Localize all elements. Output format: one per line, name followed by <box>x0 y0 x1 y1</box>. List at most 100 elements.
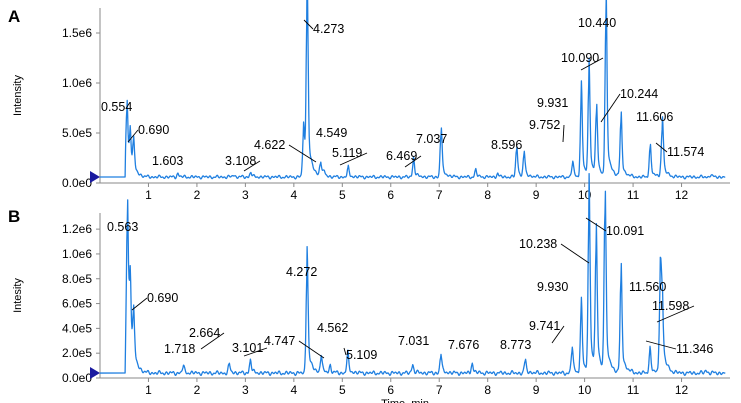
peak-label: 11.606 <box>636 110 673 124</box>
peak-leader-line <box>298 340 325 359</box>
x-tick-label: 11 <box>627 383 640 397</box>
x-tick-label: 5 <box>339 383 346 397</box>
y-tick-label: 2.0e5 <box>62 346 92 360</box>
peak-leader-line <box>562 124 565 143</box>
peak-leader-line <box>243 160 261 172</box>
x-tick-label: 8 <box>484 383 491 397</box>
peak-label: 8.596 <box>491 138 522 152</box>
x-tick-label: 2 <box>194 188 201 202</box>
peak-label: 9.931 <box>537 96 568 110</box>
x-tick-label: 10 <box>578 188 592 202</box>
peak-leader-line <box>288 144 317 163</box>
peak-leader-line <box>560 243 590 264</box>
x-tick-label: 12 <box>675 188 689 202</box>
peak-label: 4.562 <box>317 321 348 335</box>
peak-leader-line <box>404 155 422 168</box>
peak-label: 10.440 <box>578 16 616 30</box>
peak-label: 7.031 <box>398 334 429 348</box>
panel-letter-b: B <box>8 207 20 226</box>
peak-leader-line <box>585 217 607 232</box>
x-tick-label: 1 <box>145 383 152 397</box>
peak-leader-line <box>580 57 604 71</box>
x-tick-label: 7 <box>436 188 443 202</box>
x-tick-label: 1 <box>145 188 152 202</box>
y-tick-label: 0.0e0 <box>62 176 92 190</box>
peak-leader-line <box>655 142 668 153</box>
peak-label: 6.469 <box>386 149 417 163</box>
x-tick-label: 11 <box>627 188 640 202</box>
start-arrow-icon <box>90 367 100 380</box>
y-tick-label: 1.0e6 <box>62 247 92 261</box>
chromatogram-trace <box>100 0 726 180</box>
y-axis-label: Intesity <box>12 278 24 313</box>
x-axis-label: Time, min <box>381 398 429 403</box>
x-tick-label: 2 <box>194 383 201 397</box>
x-tick-label: 6 <box>387 383 394 397</box>
x-tick-label: 8 <box>484 188 491 202</box>
peak-leader-line <box>656 305 695 323</box>
start-arrow-icon <box>90 171 100 183</box>
peak-label: 11.574 <box>667 145 704 159</box>
peak-label: 7.037 <box>416 132 447 146</box>
peak-leader-line <box>645 340 677 350</box>
x-tick-label: 4 <box>291 188 298 202</box>
peak-label: 1.603 <box>152 154 183 168</box>
x-tick-label: 5 <box>339 188 346 202</box>
y-tick-label: 6.0e5 <box>62 297 92 311</box>
peak-label: 9.741 <box>529 319 560 333</box>
peak-label: 8.773 <box>500 338 531 352</box>
peak-label: 11.598 <box>652 299 689 313</box>
peak-leader-line <box>200 332 225 350</box>
y-tick-label: 0.0e0 <box>62 371 92 385</box>
peak-label: 7.676 <box>448 338 479 352</box>
peak-leader-line <box>131 297 148 311</box>
peak-label: 11.346 <box>676 342 713 356</box>
peak-label: 10.091 <box>606 224 644 238</box>
chromatogram-trace <box>99 172 726 377</box>
y-tick-label: 8.0e5 <box>62 272 92 286</box>
peak-label: 10.244 <box>620 87 658 101</box>
y-tick-label: 4.0e5 <box>62 321 92 335</box>
peak-label: 11.560 <box>629 280 666 294</box>
x-tick-label: 4 <box>291 383 298 397</box>
peak-label: 9.930 <box>537 280 568 294</box>
panel-letter-a: A <box>8 7 20 26</box>
peak-label: 10.238 <box>519 237 557 251</box>
peak-leader-line <box>127 129 139 143</box>
y-tick-label: 5.0e5 <box>62 126 92 140</box>
peak-label: 0.554 <box>101 100 132 114</box>
x-tick-label: 3 <box>242 188 249 202</box>
peak-label: 9.752 <box>529 118 560 132</box>
peak-label: 4.549 <box>316 126 347 140</box>
x-tick-label: 10 <box>578 383 592 397</box>
peak-label: 3.108 <box>225 154 256 168</box>
x-tick-label: 6 <box>387 188 394 202</box>
y-tick-label: 1.0e6 <box>62 76 92 90</box>
peak-leader-line <box>303 19 314 30</box>
x-tick-label: 9 <box>533 188 540 202</box>
y-tick-label: 1.2e6 <box>62 222 92 236</box>
peak-label: 4.272 <box>286 265 317 279</box>
y-tick-label: 1.5e6 <box>62 26 92 40</box>
peak-label: 4.622 <box>254 138 285 152</box>
x-tick-label: 9 <box>533 383 540 397</box>
peak-label: 0.690 <box>147 291 178 305</box>
y-axis-label: Intensity <box>12 75 24 116</box>
peak-label: 1.718 <box>164 342 195 356</box>
peak-label: 0.563 <box>107 220 138 234</box>
peak-label: 10.090 <box>561 51 599 65</box>
peak-label: 4.273 <box>313 22 344 36</box>
peak-label: 5.109 <box>346 348 377 362</box>
peak-leader-line <box>600 93 621 123</box>
peak-label: 2.664 <box>189 326 220 340</box>
x-tick-label: 7 <box>436 383 443 397</box>
peak-label: 3.101 <box>232 341 263 355</box>
peak-label: 0.690 <box>138 123 169 137</box>
x-tick-label: 12 <box>675 383 689 397</box>
peak-leader-line <box>339 152 368 166</box>
peak-leader-line <box>343 347 347 356</box>
x-tick-label: 3 <box>242 383 249 397</box>
